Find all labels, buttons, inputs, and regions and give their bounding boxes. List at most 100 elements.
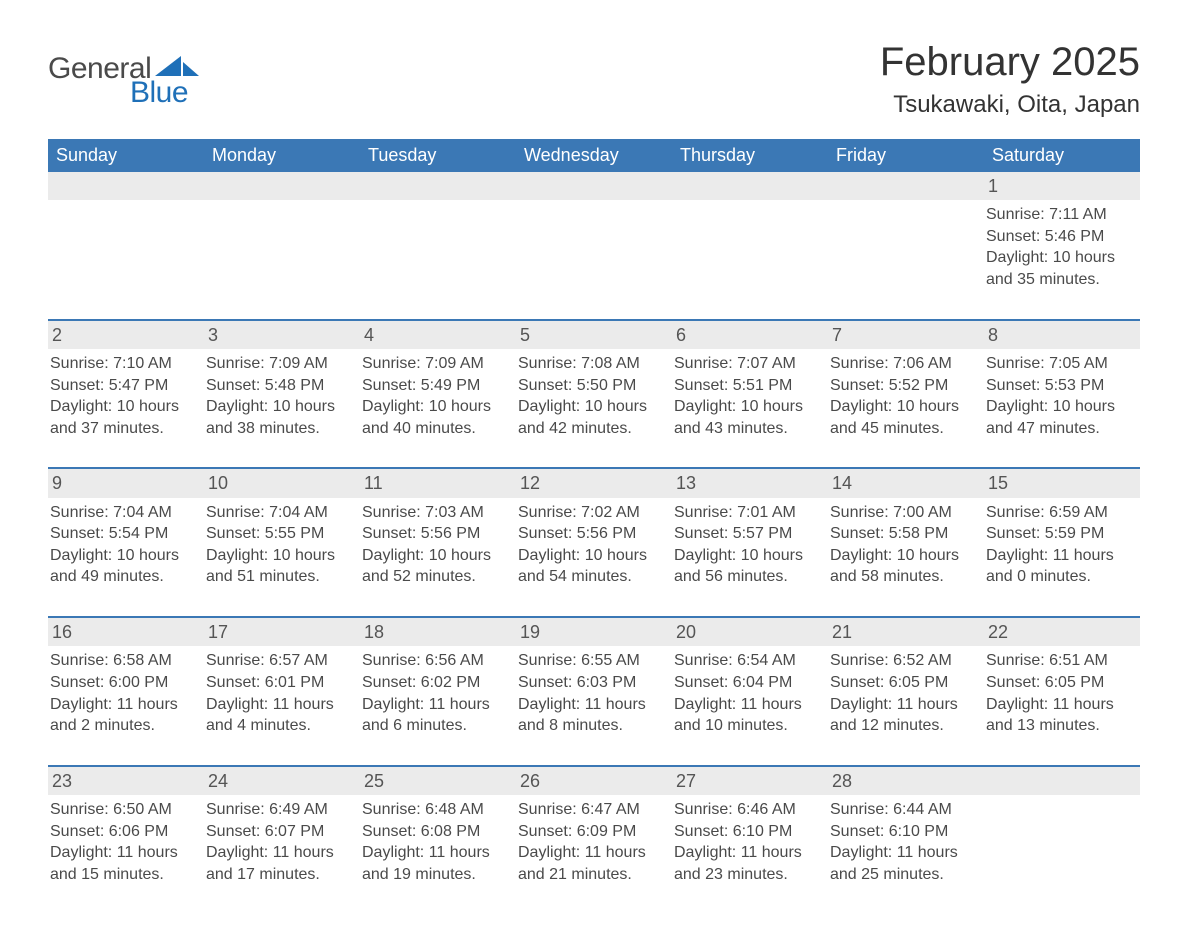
- sunset-text: Sunset: 6:05 PM: [986, 672, 1134, 694]
- calendar-day: 27Sunrise: 6:46 AMSunset: 6:10 PMDayligh…: [672, 767, 828, 900]
- sunset-text: Sunset: 6:10 PM: [674, 821, 822, 843]
- calendar-day: 6Sunrise: 7:07 AMSunset: 5:51 PMDaylight…: [672, 321, 828, 454]
- header: General Blue February 2025 Tsukawaki, Oi…: [48, 40, 1140, 127]
- daylight-text: Daylight: 11 hours and 21 minutes.: [518, 842, 666, 885]
- sunrise-text: Sunrise: 7:05 AM: [986, 353, 1134, 375]
- day-number: 20: [672, 618, 828, 646]
- logo-flag-icon: [155, 54, 199, 78]
- calendar-day: 21Sunrise: 6:52 AMSunset: 6:05 PMDayligh…: [828, 618, 984, 751]
- sunrise-text: Sunrise: 7:07 AM: [674, 353, 822, 375]
- calendar-day: 5Sunrise: 7:08 AMSunset: 5:50 PMDaylight…: [516, 321, 672, 454]
- calendar-week: 2Sunrise: 7:10 AMSunset: 5:47 PMDaylight…: [48, 319, 1140, 454]
- day-number: [48, 172, 204, 200]
- day-number: 11: [360, 469, 516, 497]
- calendar-day: 3Sunrise: 7:09 AMSunset: 5:48 PMDaylight…: [204, 321, 360, 454]
- sunset-text: Sunset: 6:09 PM: [518, 821, 666, 843]
- title-block: February 2025 Tsukawaki, Oita, Japan: [880, 40, 1140, 127]
- day-number: 22: [984, 618, 1140, 646]
- day-number: [360, 172, 516, 200]
- day-number: 14: [828, 469, 984, 497]
- daylight-text: Daylight: 11 hours and 0 minutes.: [986, 545, 1134, 588]
- calendar-page: General Blue February 2025 Tsukawaki, Oi…: [0, 0, 1188, 939]
- calendar-day: 20Sunrise: 6:54 AMSunset: 6:04 PMDayligh…: [672, 618, 828, 751]
- daylight-text: Daylight: 10 hours and 40 minutes.: [362, 396, 510, 439]
- daylight-text: Daylight: 10 hours and 56 minutes.: [674, 545, 822, 588]
- calendar-week: 16Sunrise: 6:58 AMSunset: 6:00 PMDayligh…: [48, 616, 1140, 751]
- daylight-text: Daylight: 11 hours and 10 minutes.: [674, 694, 822, 737]
- calendar-day: 16Sunrise: 6:58 AMSunset: 6:00 PMDayligh…: [48, 618, 204, 751]
- sunrise-text: Sunrise: 6:47 AM: [518, 799, 666, 821]
- month-title: February 2025: [880, 40, 1140, 85]
- day-number: 10: [204, 469, 360, 497]
- day-number: 19: [516, 618, 672, 646]
- sunset-text: Sunset: 5:59 PM: [986, 523, 1134, 545]
- calendar-day: 15Sunrise: 6:59 AMSunset: 5:59 PMDayligh…: [984, 469, 1140, 602]
- calendar-day: 7Sunrise: 7:06 AMSunset: 5:52 PMDaylight…: [828, 321, 984, 454]
- daylight-text: Daylight: 10 hours and 45 minutes.: [830, 396, 978, 439]
- sunrise-text: Sunrise: 6:49 AM: [206, 799, 354, 821]
- calendar-day: [360, 172, 516, 305]
- calendar-day: 10Sunrise: 7:04 AMSunset: 5:55 PMDayligh…: [204, 469, 360, 602]
- day-number: [204, 172, 360, 200]
- weekday-header: Saturday: [984, 139, 1140, 172]
- sunrise-text: Sunrise: 7:09 AM: [206, 353, 354, 375]
- day-number: [672, 172, 828, 200]
- calendar-day: 4Sunrise: 7:09 AMSunset: 5:49 PMDaylight…: [360, 321, 516, 454]
- sunset-text: Sunset: 5:58 PM: [830, 523, 978, 545]
- sunset-text: Sunset: 5:49 PM: [362, 375, 510, 397]
- sunrise-text: Sunrise: 7:04 AM: [50, 502, 198, 524]
- sunrise-text: Sunrise: 7:03 AM: [362, 502, 510, 524]
- day-number: 5: [516, 321, 672, 349]
- daylight-text: Daylight: 11 hours and 4 minutes.: [206, 694, 354, 737]
- sunrise-text: Sunrise: 6:56 AM: [362, 650, 510, 672]
- daylight-text: Daylight: 11 hours and 13 minutes.: [986, 694, 1134, 737]
- weekday-header-row: SundayMondayTuesdayWednesdayThursdayFrid…: [48, 139, 1140, 172]
- sunset-text: Sunset: 6:06 PM: [50, 821, 198, 843]
- sunset-text: Sunset: 6:03 PM: [518, 672, 666, 694]
- sunset-text: Sunset: 6:10 PM: [830, 821, 978, 843]
- calendar-day: 26Sunrise: 6:47 AMSunset: 6:09 PMDayligh…: [516, 767, 672, 900]
- sunrise-text: Sunrise: 7:09 AM: [362, 353, 510, 375]
- daylight-text: Daylight: 11 hours and 19 minutes.: [362, 842, 510, 885]
- daylight-text: Daylight: 11 hours and 15 minutes.: [50, 842, 198, 885]
- sunset-text: Sunset: 5:56 PM: [362, 523, 510, 545]
- calendar-day: [48, 172, 204, 305]
- day-number: 1: [984, 172, 1140, 200]
- sunrise-text: Sunrise: 7:02 AM: [518, 502, 666, 524]
- daylight-text: Daylight: 11 hours and 2 minutes.: [50, 694, 198, 737]
- weekday-header: Thursday: [672, 139, 828, 172]
- day-number: 25: [360, 767, 516, 795]
- weekday-header: Wednesday: [516, 139, 672, 172]
- calendar-day: 23Sunrise: 6:50 AMSunset: 6:06 PMDayligh…: [48, 767, 204, 900]
- sunset-text: Sunset: 6:02 PM: [362, 672, 510, 694]
- day-number: 6: [672, 321, 828, 349]
- daylight-text: Daylight: 10 hours and 43 minutes.: [674, 396, 822, 439]
- day-number: 12: [516, 469, 672, 497]
- sunset-text: Sunset: 6:08 PM: [362, 821, 510, 843]
- sunrise-text: Sunrise: 6:51 AM: [986, 650, 1134, 672]
- sunset-text: Sunset: 5:48 PM: [206, 375, 354, 397]
- day-number: 28: [828, 767, 984, 795]
- day-number: 23: [48, 767, 204, 795]
- sunset-text: Sunset: 5:53 PM: [986, 375, 1134, 397]
- daylight-text: Daylight: 10 hours and 42 minutes.: [518, 396, 666, 439]
- calendar-day: 18Sunrise: 6:56 AMSunset: 6:02 PMDayligh…: [360, 618, 516, 751]
- calendar-day: 22 Sunrise: 6:51 AMSunset: 6:05 PMDayligh…: [984, 618, 1140, 751]
- calendar-day: 8Sunrise: 7:05 AMSunset: 5:53 PMDaylight…: [984, 321, 1140, 454]
- sunrise-text: Sunrise: 6:57 AM: [206, 650, 354, 672]
- sunset-text: Sunset: 6:00 PM: [50, 672, 198, 694]
- calendar-week: 1Sunrise: 7:11 AMSunset: 5:46 PMDaylight…: [48, 172, 1140, 305]
- sunrise-text: Sunrise: 6:46 AM: [674, 799, 822, 821]
- daylight-text: Daylight: 11 hours and 23 minutes.: [674, 842, 822, 885]
- sunrise-text: Sunrise: 7:01 AM: [674, 502, 822, 524]
- day-number: 21: [828, 618, 984, 646]
- day-number: 7: [828, 321, 984, 349]
- sunrise-text: Sunrise: 7:00 AM: [830, 502, 978, 524]
- calendar-day: 17Sunrise: 6:57 AMSunset: 6:01 PMDayligh…: [204, 618, 360, 751]
- daylight-text: Daylight: 11 hours and 12 minutes.: [830, 694, 978, 737]
- sunset-text: Sunset: 5:46 PM: [986, 226, 1134, 248]
- daylight-text: Daylight: 10 hours and 35 minutes.: [986, 247, 1134, 290]
- calendar-day: [672, 172, 828, 305]
- calendar: SundayMondayTuesdayWednesdayThursdayFrid…: [48, 139, 1140, 899]
- sunset-text: Sunset: 5:47 PM: [50, 375, 198, 397]
